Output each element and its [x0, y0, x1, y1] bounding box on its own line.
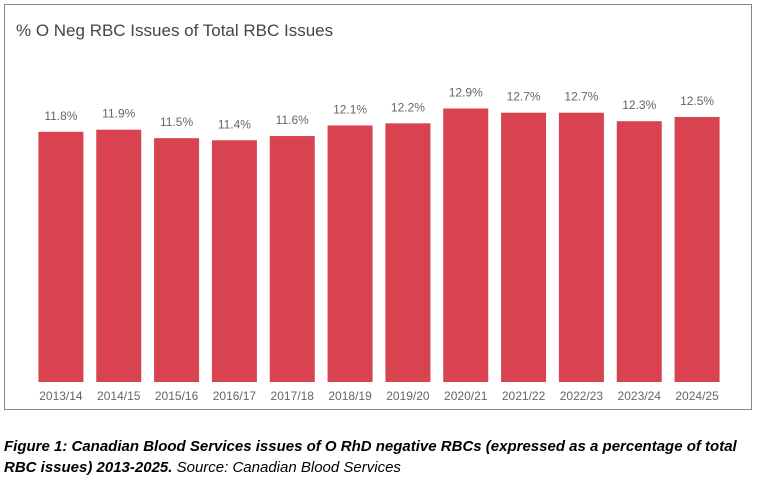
bar [327, 125, 373, 383]
x-tick-label: 2023/24 [618, 389, 662, 403]
chart: % O Neg RBC Issues of Total RBC Issues 2… [4, 4, 752, 410]
value-label: 11.6% [276, 113, 309, 127]
value-label: 12.7% [564, 90, 598, 104]
value-label: 12.9% [449, 85, 483, 99]
bar [38, 131, 84, 382]
bar [211, 140, 257, 382]
bar [443, 108, 489, 382]
value-label: 12.5% [680, 94, 714, 108]
bar [154, 138, 200, 382]
value-label: 11.9% [102, 107, 135, 121]
chart-title: % O Neg RBC Issues of Total RBC Issues [16, 21, 333, 40]
bar [269, 136, 315, 382]
caption: Figure 1: Canadian Blood Services issues… [4, 436, 754, 478]
value-label: 11.4% [218, 117, 251, 131]
value-label: 12.7% [507, 90, 541, 104]
bar [558, 112, 604, 382]
value-label: 12.1% [333, 102, 367, 116]
x-tick-label: 2013/14 [39, 389, 83, 403]
x-tick-label: 2020/21 [444, 389, 488, 403]
x-tick-label: 2016/17 [213, 389, 257, 403]
x-tick-label: 2014/15 [97, 389, 141, 403]
bar [96, 129, 142, 382]
bar [616, 121, 662, 383]
bar [385, 123, 431, 383]
figure-caption: Figure 1: Canadian Blood Services issues… [4, 438, 737, 476]
x-tick-label: 2018/19 [328, 389, 372, 403]
x-tick-label: 2017/18 [271, 389, 315, 403]
value-label: 11.5% [160, 115, 193, 129]
bar [501, 112, 547, 382]
value-label: 12.3% [622, 98, 656, 112]
x-tick-label: 2019/20 [386, 389, 430, 403]
bar [674, 116, 720, 382]
x-tick-label: 2015/16 [155, 389, 199, 403]
x-tick-label: 2022/23 [560, 389, 604, 403]
value-label: 11.8% [44, 109, 77, 123]
x-tick-label: 2024/25 [675, 389, 719, 403]
value-label: 12.2% [391, 100, 425, 114]
x-tick-label: 2021/22 [502, 389, 546, 403]
source: Source: Canadian Blood Services [176, 459, 401, 476]
